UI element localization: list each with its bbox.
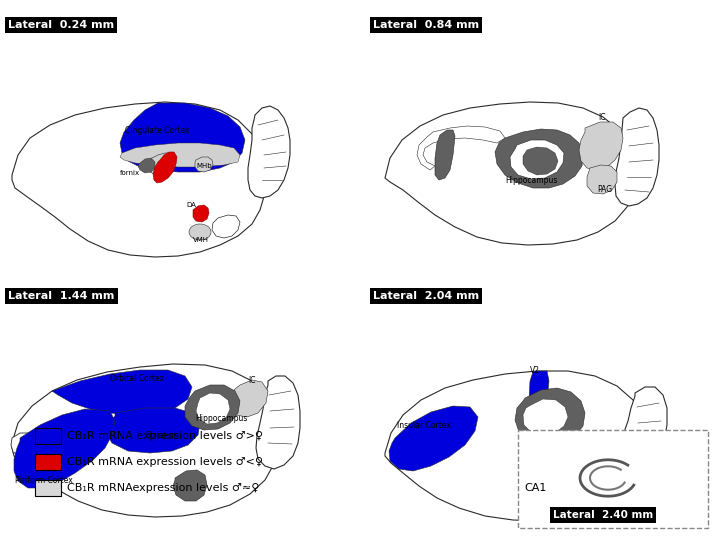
Polygon shape: [106, 408, 200, 453]
Text: Striatum: Striatum: [145, 431, 179, 440]
Text: CB₁R mRNA expression levels ♂>♀: CB₁R mRNA expression levels ♂>♀: [67, 431, 263, 441]
Polygon shape: [523, 147, 558, 175]
Text: Hippocampus: Hippocampus: [523, 434, 575, 443]
Polygon shape: [212, 215, 240, 238]
Polygon shape: [195, 157, 213, 172]
Polygon shape: [620, 387, 667, 470]
Bar: [35, 454, 61, 470]
Text: Lateral  2.40 mm: Lateral 2.40 mm: [553, 510, 653, 520]
Text: Lateral  0.84 mm: Lateral 0.84 mm: [373, 20, 479, 30]
Bar: [518, 430, 708, 528]
Bar: [35, 480, 61, 496]
Text: DA: DA: [186, 202, 196, 208]
Text: MHb: MHb: [196, 163, 212, 169]
Polygon shape: [12, 102, 266, 257]
Text: Insular Cortex: Insular Cortex: [397, 421, 451, 430]
Text: VMH: VMH: [193, 237, 209, 243]
Polygon shape: [185, 385, 240, 430]
Text: fornix: fornix: [120, 170, 140, 176]
Polygon shape: [587, 165, 617, 194]
Polygon shape: [529, 371, 549, 421]
Polygon shape: [52, 370, 192, 415]
Text: Hippocampus: Hippocampus: [505, 176, 557, 185]
Polygon shape: [146, 153, 175, 175]
Text: Lateral  1.44 mm: Lateral 1.44 mm: [8, 291, 114, 301]
Text: Cingulate Cortex: Cingulate Cortex: [125, 126, 189, 135]
Text: V2: V2: [530, 366, 540, 375]
Text: CB₁R mRNA expression levels ♂<♀: CB₁R mRNA expression levels ♂<♀: [67, 457, 263, 467]
Polygon shape: [515, 388, 585, 445]
Polygon shape: [435, 130, 455, 180]
Polygon shape: [138, 158, 155, 173]
Text: Lateral  2.04 mm: Lateral 2.04 mm: [373, 291, 479, 301]
Polygon shape: [120, 143, 240, 167]
Text: Lateral  0.24 mm: Lateral 0.24 mm: [8, 20, 114, 30]
Polygon shape: [523, 399, 568, 436]
Polygon shape: [579, 122, 623, 170]
Polygon shape: [230, 380, 268, 417]
Polygon shape: [12, 364, 278, 517]
Polygon shape: [120, 103, 245, 172]
Text: Piriform Cortex: Piriform Cortex: [15, 476, 73, 485]
Bar: [35, 428, 61, 444]
Polygon shape: [196, 393, 230, 424]
Ellipse shape: [189, 224, 211, 240]
Polygon shape: [256, 376, 300, 469]
Text: PAG: PAG: [597, 185, 612, 194]
Polygon shape: [385, 371, 648, 521]
Polygon shape: [193, 205, 209, 222]
Polygon shape: [510, 140, 564, 179]
Text: IC: IC: [248, 376, 256, 385]
Polygon shape: [417, 126, 505, 170]
Polygon shape: [173, 470, 207, 501]
Polygon shape: [495, 129, 583, 188]
Text: Orbital Cortex: Orbital Cortex: [110, 374, 164, 383]
Polygon shape: [11, 433, 36, 456]
Polygon shape: [389, 406, 478, 471]
Text: CA1: CA1: [524, 483, 546, 493]
Polygon shape: [590, 470, 625, 505]
Polygon shape: [153, 152, 177, 183]
Text: IC: IC: [598, 113, 606, 122]
Text: CB₁R mRNAexpression levels ♂≈♀: CB₁R mRNAexpression levels ♂≈♀: [67, 483, 259, 493]
Polygon shape: [615, 108, 659, 206]
Text: Hippocampus: Hippocampus: [195, 414, 248, 423]
Polygon shape: [248, 106, 290, 198]
Polygon shape: [385, 102, 635, 245]
Polygon shape: [14, 409, 115, 488]
